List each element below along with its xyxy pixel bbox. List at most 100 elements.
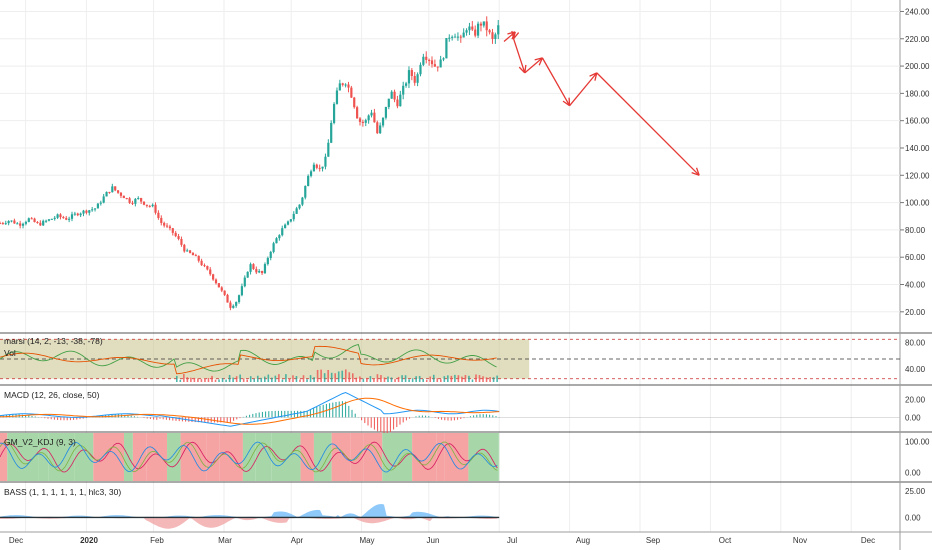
candle[interactable] — [65, 218, 68, 220]
candle[interactable] — [209, 269, 212, 275]
candle[interactable] — [99, 202, 102, 204]
candle[interactable] — [1, 223, 4, 225]
candle[interactable] — [258, 271, 261, 273]
candle[interactable] — [387, 98, 390, 108]
candle[interactable] — [497, 25, 500, 35]
candle[interactable] — [119, 192, 123, 196]
candle[interactable] — [168, 226, 172, 229]
candle[interactable] — [281, 228, 284, 236]
candle[interactable] — [140, 198, 143, 202]
candle[interactable] — [367, 115, 370, 121]
candle[interactable] — [116, 190, 120, 193]
candle[interactable] — [347, 84, 350, 88]
candle[interactable] — [298, 204, 301, 209]
candle[interactable] — [390, 91, 393, 99]
candle[interactable] — [356, 107, 359, 119]
candle[interactable] — [491, 32, 494, 39]
forecast-arrow[interactable] — [569, 72, 598, 107]
candle[interactable] — [148, 205, 151, 207]
candle[interactable] — [200, 260, 203, 266]
candle[interactable] — [145, 204, 148, 206]
candle[interactable] — [125, 198, 128, 200]
candle[interactable] — [111, 186, 114, 193]
candle[interactable] — [36, 222, 39, 224]
candle[interactable] — [476, 23, 480, 36]
candle[interactable] — [246, 271, 249, 278]
candle[interactable] — [428, 59, 431, 61]
candles[interactable] — [0, 16, 500, 311]
candle[interactable] — [13, 220, 16, 224]
candle[interactable] — [30, 218, 33, 220]
candle[interactable] — [309, 171, 313, 176]
candle[interactable] — [160, 217, 163, 223]
candle[interactable] — [474, 29, 477, 36]
forecast-arrows[interactable] — [503, 30, 700, 176]
candle[interactable] — [226, 294, 229, 303]
candle[interactable] — [91, 209, 94, 211]
candle[interactable] — [0, 223, 2, 225]
candle[interactable] — [50, 218, 53, 220]
candle[interactable] — [404, 83, 408, 86]
candle[interactable] — [88, 210, 91, 213]
candle[interactable] — [191, 252, 195, 256]
candle[interactable] — [284, 224, 287, 229]
candle[interactable] — [419, 64, 422, 75]
candle[interactable] — [344, 84, 347, 86]
candle[interactable] — [16, 223, 19, 225]
candle[interactable] — [442, 58, 445, 60]
candle[interactable] — [47, 219, 51, 221]
candle[interactable] — [269, 251, 272, 259]
candle[interactable] — [217, 283, 220, 288]
candle[interactable] — [131, 202, 134, 204]
candle[interactable] — [214, 279, 218, 284]
candle[interactable] — [272, 243, 275, 252]
candle[interactable] — [292, 213, 295, 220]
candle[interactable] — [68, 218, 71, 220]
candle[interactable] — [212, 274, 215, 280]
candle[interactable] — [416, 74, 419, 83]
candle[interactable] — [318, 167, 321, 169]
forecast-arrow[interactable] — [503, 31, 516, 42]
candle[interactable] — [260, 271, 264, 274]
candle[interactable] — [370, 112, 373, 116]
candle[interactable] — [165, 225, 169, 227]
candle[interactable] — [379, 125, 382, 134]
candle[interactable] — [223, 290, 226, 295]
candle[interactable] — [361, 121, 364, 123]
candle[interactable] — [154, 204, 157, 213]
candle[interactable] — [229, 302, 232, 308]
candle[interactable] — [451, 36, 454, 38]
candle[interactable] — [7, 220, 10, 224]
candle[interactable] — [174, 232, 177, 237]
candle[interactable] — [142, 201, 146, 205]
candle[interactable] — [327, 142, 330, 157]
candle[interactable] — [488, 30, 491, 33]
candle[interactable] — [439, 59, 442, 68]
candle[interactable] — [220, 287, 223, 291]
candle[interactable] — [56, 214, 59, 218]
candle[interactable] — [358, 118, 362, 122]
candle[interactable] — [102, 196, 105, 203]
candle[interactable] — [332, 103, 336, 123]
candle[interactable] — [206, 266, 209, 270]
candle[interactable] — [96, 203, 100, 209]
candle[interactable] — [44, 220, 48, 222]
candle[interactable] — [433, 64, 436, 67]
candle[interactable] — [275, 238, 278, 244]
candle[interactable] — [186, 250, 189, 252]
candle[interactable] — [381, 117, 385, 126]
marsi-pane[interactable]: marsi (14, 2, -13, -38, -78) Vol 80.00 40.0… — [0, 336, 926, 382]
candle[interactable] — [203, 265, 206, 267]
candle[interactable] — [249, 264, 252, 272]
candle[interactable] — [4, 223, 7, 225]
candle[interactable] — [42, 220, 45, 226]
candle[interactable] — [321, 166, 324, 169]
candle[interactable] — [108, 191, 111, 193]
candle[interactable] — [353, 97, 356, 108]
candle[interactable] — [128, 198, 131, 203]
candle[interactable] — [24, 221, 28, 224]
candle[interactable] — [278, 235, 281, 239]
candle[interactable] — [59, 214, 62, 218]
candle[interactable] — [243, 277, 246, 287]
